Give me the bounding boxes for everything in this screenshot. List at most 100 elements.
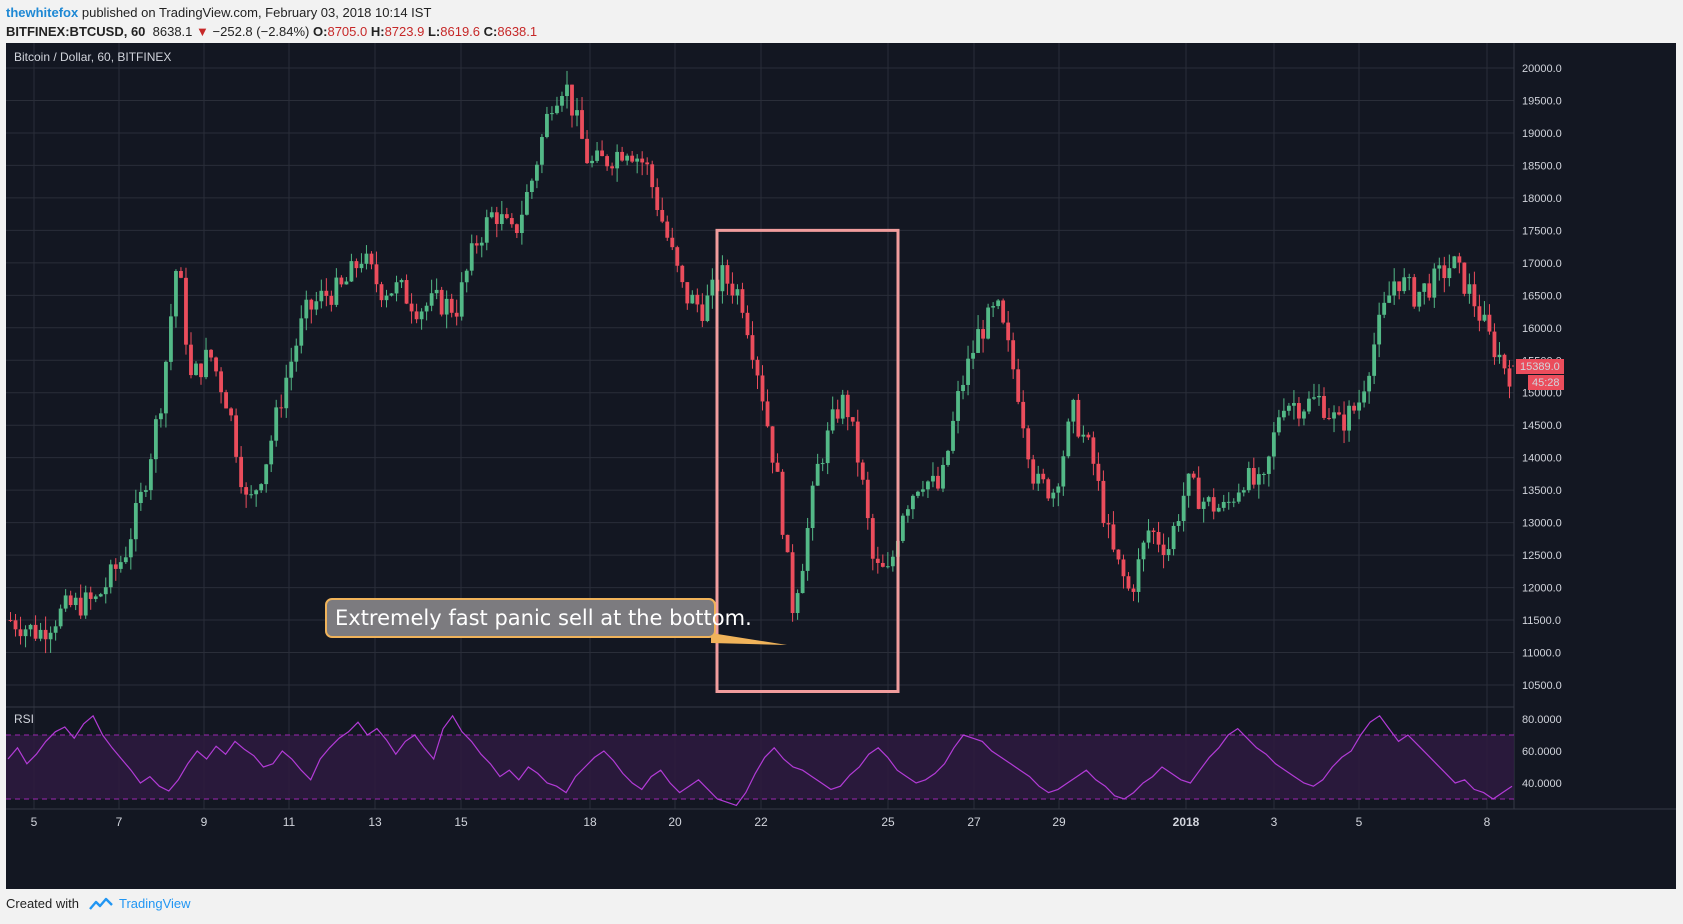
- candle-body: [189, 344, 193, 376]
- candle-body: [815, 463, 820, 486]
- chart-frame[interactable]: 10500.0 11000.0 11500.0 12000.0 12500.0 13000…: [6, 43, 1676, 889]
- rsi-tick-label: 40.0000: [1522, 778, 1562, 790]
- y-tick-label: 11000.0: [1522, 648, 1561, 660]
- candle-body: [885, 566, 890, 568]
- candle-body: [83, 592, 88, 616]
- candle-body: [194, 363, 198, 376]
- candle-body: [504, 214, 509, 219]
- candle-body: [1111, 524, 1116, 550]
- candle-body: [314, 301, 319, 310]
- candle-body: [565, 84, 569, 97]
- candle-body: [1251, 467, 1256, 485]
- candle-body: [374, 264, 379, 285]
- candle-body: [108, 564, 113, 588]
- candle-body: [1307, 398, 1311, 412]
- candle-body: [143, 490, 148, 492]
- candle-body: [1071, 399, 1076, 422]
- candle-body: [138, 491, 143, 504]
- candle-body: [946, 450, 950, 465]
- candle-body: [830, 409, 835, 431]
- candle-body: [790, 552, 795, 614]
- candle-body: [68, 595, 73, 606]
- candle-body: [1467, 284, 1472, 294]
- low-value: 8619.6: [440, 24, 481, 39]
- candle-body: [675, 247, 680, 266]
- candle-body: [169, 316, 173, 362]
- callout-text: Extremely fast panic sell at the bottom.: [335, 606, 752, 630]
- candle-body: [926, 481, 930, 490]
- candle-body: [730, 283, 735, 296]
- candle-body: [389, 293, 394, 296]
- candle-body: [670, 237, 675, 248]
- rsi-tick-label: 80.0000: [1522, 714, 1562, 726]
- candle-body: [956, 391, 960, 421]
- symbol-label: BITFINEX:BTCUSD, 60: [6, 24, 146, 39]
- candle-body: [289, 361, 294, 378]
- y-tick-label: 10500.0: [1522, 680, 1562, 692]
- candle-body: [941, 464, 945, 489]
- rsi-line: [7, 714, 1513, 807]
- candle-body: [1482, 314, 1487, 321]
- candle-body: [98, 594, 103, 597]
- candle-body: [249, 494, 254, 496]
- candle-body: [1076, 399, 1081, 437]
- callout-box: [325, 598, 716, 638]
- candle-body: [610, 166, 615, 169]
- candle-body: [1041, 473, 1046, 480]
- candle-body: [43, 629, 48, 640]
- candle-body: [339, 277, 344, 285]
- candle-body: [1026, 428, 1031, 460]
- candle-body: [224, 392, 228, 409]
- ohlc-line: BITFINEX:BTCUSD, 60 8638.1 ▼ −252.8 (−2.…: [6, 22, 1676, 41]
- candle-body: [93, 596, 98, 599]
- candle-body: [540, 137, 544, 165]
- candle-body: [159, 413, 163, 420]
- high-label: H:: [370, 24, 385, 39]
- candle-body: [931, 475, 935, 482]
- candle-body: [274, 407, 279, 441]
- candle-body: [309, 299, 314, 310]
- candle-body: [379, 284, 384, 301]
- candle-body: [921, 489, 925, 492]
- candle-body: [103, 587, 108, 595]
- candle-body: [1347, 405, 1351, 431]
- candle-body: [1136, 559, 1141, 592]
- candle-body: [1051, 492, 1056, 499]
- x-tick-label: 15: [454, 815, 468, 829]
- candle-body: [1382, 302, 1387, 315]
- chart-canvas[interactable]: 10500.0 11000.0 11500.0 12000.0 12500.0 13000…: [6, 43, 1676, 889]
- candle-body: [685, 282, 690, 304]
- candle-body: [1437, 265, 1442, 269]
- candle-body: [1302, 411, 1306, 419]
- candle-body: [229, 408, 233, 416]
- highlight-box: [715, 228, 900, 693]
- candle-body: [384, 295, 389, 301]
- candle-body: [1392, 281, 1397, 296]
- candle-body: [1171, 525, 1176, 550]
- candle-body: [1492, 331, 1497, 358]
- candle-body: [1161, 544, 1166, 556]
- candle-body: [710, 279, 715, 296]
- candle-body: [1061, 456, 1066, 487]
- candle-body: [519, 214, 524, 234]
- candle-body: [775, 462, 780, 472]
- candles: [8, 70, 1512, 654]
- candle-body: [880, 562, 885, 567]
- chart-title: Bitcoin / Dollar, 60, BITFINEX: [14, 50, 171, 64]
- tradingview-brand-link[interactable]: TradingView: [118, 896, 191, 911]
- candle-body: [850, 417, 855, 422]
- candle-body: [835, 409, 840, 419]
- candle-body: [1121, 559, 1126, 577]
- candle-body: [1116, 549, 1121, 560]
- candle-body: [429, 293, 434, 306]
- candle-body: [1266, 456, 1271, 474]
- author-link[interactable]: thewhitefox: [6, 5, 79, 20]
- candle-body: [705, 295, 710, 321]
- candle-body: [1352, 405, 1356, 411]
- candle-body: [740, 289, 745, 313]
- candle-body: [299, 318, 304, 346]
- candle-body: [174, 270, 178, 317]
- candle-body: [1357, 402, 1361, 411]
- candle-body: [1031, 459, 1036, 484]
- candle-body: [354, 261, 359, 269]
